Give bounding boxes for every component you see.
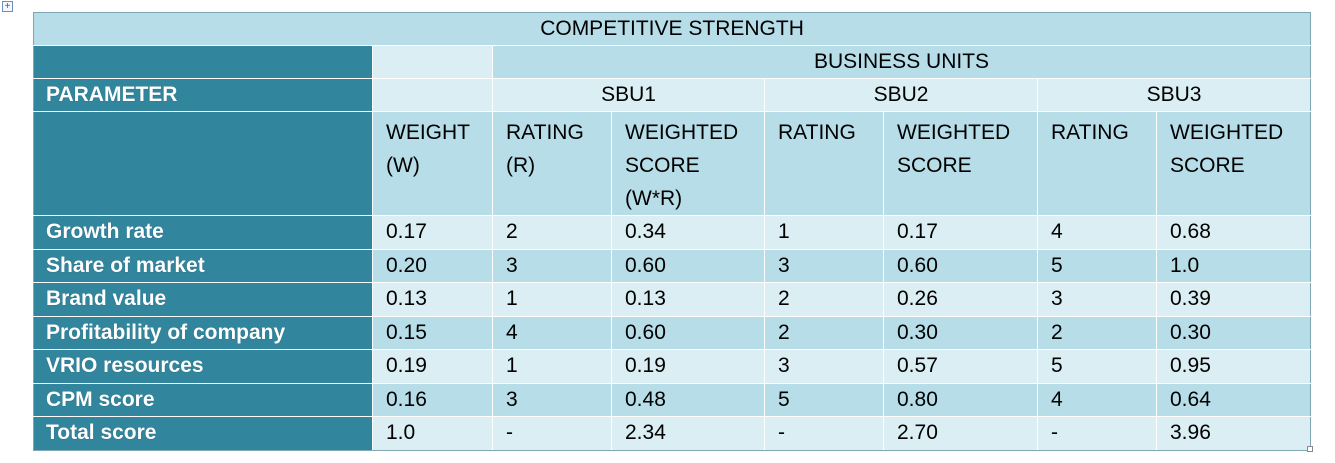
header-blank-cell: [372, 45, 493, 79]
table-resize-handle[interactable]: [1307, 446, 1313, 452]
sbu3-score-cell: 0.64: [1155, 382, 1312, 417]
sbu2-score-cell: 0.80: [883, 382, 1038, 417]
sbu2-rating-cell: 3: [764, 349, 884, 384]
sbu3-rating-cell: -: [1037, 416, 1157, 451]
header-blank-cell: [33, 111, 373, 216]
sbu3-score-cell: 3.96: [1155, 416, 1312, 451]
sbu2-score-cell: 0.17: [883, 215, 1038, 250]
sbu3-rating-cell: 2: [1037, 315, 1157, 350]
header-blank-cell: [372, 78, 493, 112]
sbu1-rating-header: RATING (R): [492, 111, 612, 216]
sbu3-rating-cell: 5: [1037, 248, 1157, 283]
weight-cell: 0.16: [372, 382, 493, 417]
sbu1-rating-cell: 3: [492, 248, 612, 283]
parameter-cell: Brand value: [33, 282, 373, 317]
sbu2-rating-cell: 5: [764, 382, 884, 417]
sbu2-rating-cell: -: [764, 416, 884, 451]
parameter-cell: Share of market: [33, 248, 373, 283]
sbu2-score-cell: 0.60: [883, 248, 1038, 283]
parameter-cell: CPM score: [33, 382, 373, 417]
weight-cell: 0.15: [372, 315, 493, 350]
sbu1-rating-cell: 2: [492, 215, 612, 250]
weight-cell: 0.17: [372, 215, 493, 250]
sbu2-score-cell: 0.57: [883, 349, 1038, 384]
sbu2-weighted-score-header: WEIGHTED SCORE: [883, 111, 1038, 216]
sbu1-score-cell: 0.13: [611, 282, 765, 317]
table-row: VRIO resources 0.19 1 0.19 3 0.57 5 0.95: [33, 349, 1312, 384]
parameter-cell: Growth rate: [33, 215, 373, 250]
table-row: Share of market 0.20 3 0.60 3 0.60 5 1.0: [33, 248, 1312, 283]
table-row: Profitability of company 0.15 4 0.60 2 0.30 2 0…: [33, 315, 1312, 350]
parameter-cell: Profitability of company: [33, 315, 373, 350]
weight-cell: 0.20: [372, 248, 493, 283]
table-move-handle-icon[interactable]: +: [2, 1, 13, 12]
sbu3-rating-cell: 5: [1037, 349, 1157, 384]
weight-cell: 1.0: [372, 416, 493, 451]
header-blank-cell: [33, 45, 373, 79]
weight-header: WEIGHT (W): [372, 111, 493, 216]
sbu1-rating-cell: 4: [492, 315, 612, 350]
sbu3-weighted-score-header: WEIGHTED SCORE: [1155, 111, 1312, 216]
sbu3-rating-header: RATING: [1037, 111, 1157, 216]
sbu3-rating-cell: 4: [1037, 382, 1157, 417]
sbu2-rating-cell: 2: [764, 282, 884, 317]
sbu2-rating-cell: 1: [764, 215, 884, 250]
parameter-cell: Total score: [33, 416, 373, 451]
sbu3-score-cell: 0.68: [1155, 215, 1312, 250]
table-title: COMPETITIVE STRENGTH: [32, 12, 1312, 46]
sbu2-header: SBU2: [764, 78, 1038, 112]
sbu1-score-cell: 0.48: [611, 382, 765, 417]
sbu1-score-cell: 0.60: [611, 248, 765, 283]
sbu2-rating-header: RATING: [764, 111, 884, 216]
table-row: Total score 1.0-2.34-2.70-3.96: [33, 416, 1312, 451]
table-row: Brand value 0.13 1 0.13 2 0.26 3 0.39: [33, 282, 1312, 317]
competitive-strength-table: COMPETITIVE STRENGTH BUSINESS UNITS PARA…: [32, 12, 1312, 451]
sbu3-rating-cell: 3: [1037, 282, 1157, 317]
parameter-cell: VRIO resources: [33, 349, 373, 384]
sbu2-score-cell: 2.70: [883, 416, 1038, 451]
sbu1-score-cell: 0.19: [611, 349, 765, 384]
sbu3-score-cell: 1.0: [1155, 248, 1312, 283]
business-units-header: BUSINESS UNITS: [491, 45, 1312, 79]
table-row: Growth rate 0.17 2 0.34 1 0.17 4 0.68: [33, 215, 1312, 250]
sbu1-rating-cell: 1: [492, 282, 612, 317]
sbu1-score-cell: 2.34: [611, 416, 765, 451]
sbu1-rating-cell: 3: [492, 382, 612, 417]
table-row: CPM score 0.16 3 0.48 5 0.80 4 0.64: [33, 382, 1312, 417]
weight-cell: 0.13: [372, 282, 493, 317]
sbu2-rating-cell: 3: [764, 248, 884, 283]
sbu2-score-cell: 0.26: [883, 282, 1038, 317]
sbu3-score-cell: 0.30: [1155, 315, 1312, 350]
weight-cell: 0.19: [372, 349, 493, 384]
parameter-header: PARAMETER: [33, 78, 373, 112]
sbu1-weighted-score-header: WEIGHTED SCORE (W*R): [611, 111, 765, 216]
sbu2-rating-cell: 2: [764, 315, 884, 350]
sbu3-rating-cell: 4: [1037, 215, 1157, 250]
sbu3-score-cell: 0.39: [1155, 282, 1312, 317]
sbu1-rating-cell: 1: [492, 349, 612, 384]
sbu1-header: SBU1: [492, 78, 765, 112]
sbu1-score-cell: 0.34: [611, 215, 765, 250]
sbu1-rating-cell: -: [492, 416, 612, 451]
sbu2-score-cell: 0.30: [883, 315, 1038, 350]
sbu3-header: SBU3: [1036, 78, 1312, 112]
sbu1-score-cell: 0.60: [611, 315, 765, 350]
sbu3-score-cell: 0.95: [1155, 349, 1312, 384]
